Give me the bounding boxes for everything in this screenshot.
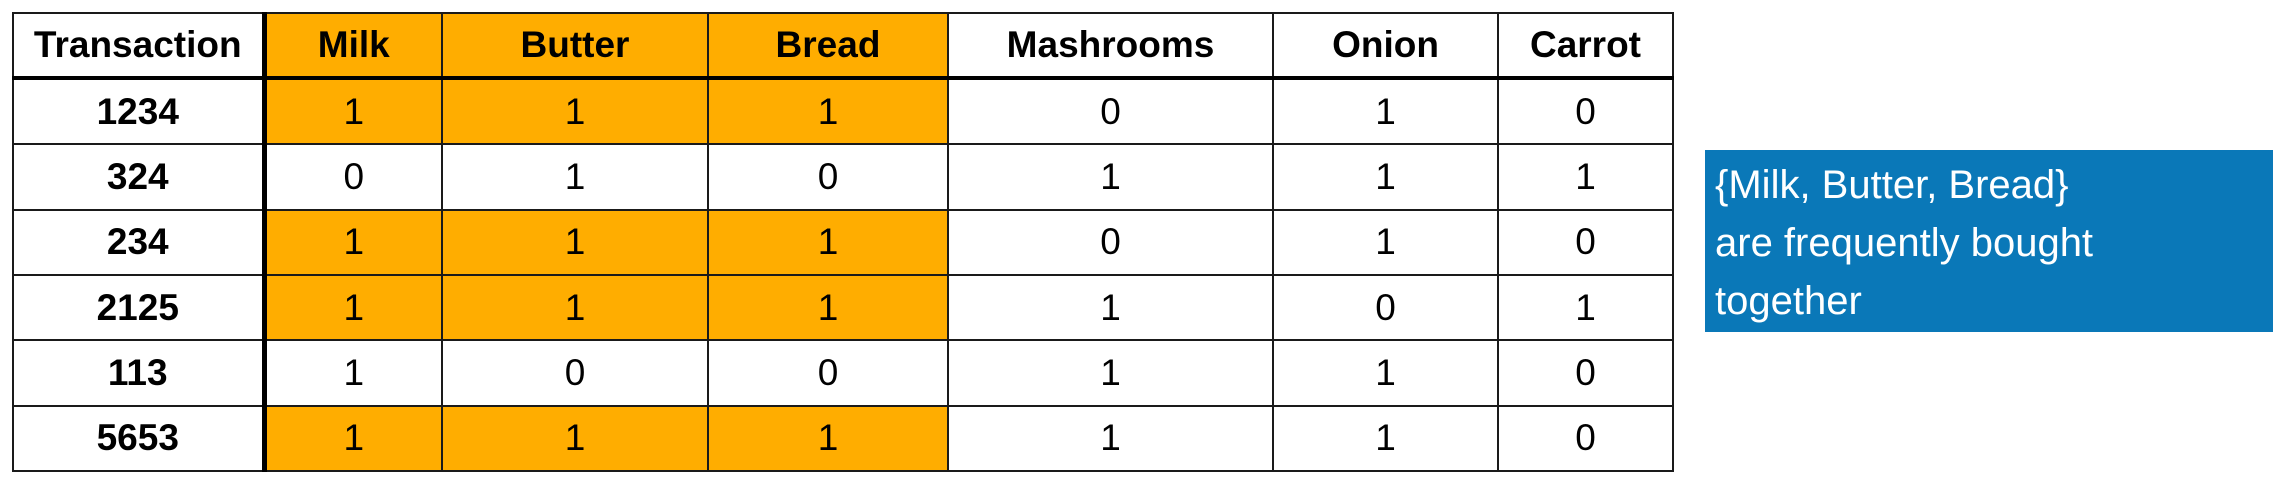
transaction-id-cell: 1234 (12, 76, 267, 146)
transactions-table: Transaction Milk Butter Bread Mashrooms … (12, 12, 1674, 473)
table-row: 1234 1 1 1 0 1 0 (12, 76, 1674, 146)
callout-line: together (1715, 279, 1862, 323)
mashrooms-cell: 1 (947, 404, 1274, 473)
table-row: 5653 1 1 1 1 1 0 (12, 404, 1674, 473)
butter-cell: 1 (441, 273, 709, 342)
callout-line: {Milk, Butter, Bread} (1715, 163, 2069, 207)
onion-cell: 1 (1272, 404, 1499, 473)
bread-cell: 0 (707, 143, 949, 211)
table-header-row: Transaction Milk Butter Bread Mashrooms … (12, 12, 1674, 80)
carrot-cell: 0 (1497, 339, 1674, 407)
onion-cell: 1 (1272, 76, 1499, 146)
butter-cell: 1 (441, 76, 709, 146)
carrot-cell: 0 (1497, 404, 1674, 473)
table-row: 113 1 0 0 1 1 0 (12, 339, 1674, 407)
table-row: 324 0 1 0 1 1 1 (12, 143, 1674, 211)
column-header-bread: Bread (707, 12, 949, 80)
milk-cell: 1 (263, 339, 443, 407)
carrot-cell: 1 (1497, 273, 1674, 342)
column-header-onion: Onion (1272, 12, 1499, 80)
bread-cell: 1 (707, 208, 949, 276)
column-header-mashrooms: Mashrooms (947, 12, 1274, 80)
table-row: 2125 1 1 1 1 0 1 (12, 273, 1674, 342)
transaction-id-cell: 234 (12, 208, 267, 276)
bread-cell: 0 (707, 339, 949, 407)
column-header-carrot: Carrot (1497, 12, 1674, 80)
transaction-id-cell: 324 (12, 143, 267, 211)
butter-cell: 1 (441, 143, 709, 211)
butter-cell: 1 (441, 404, 709, 473)
carrot-cell: 0 (1497, 208, 1674, 276)
column-header-milk: Milk (263, 12, 443, 80)
mashrooms-cell: 1 (947, 339, 1274, 407)
onion-cell: 1 (1272, 339, 1499, 407)
callout-line: are frequently bought (1715, 221, 2094, 265)
table-row: 234 1 1 1 0 1 0 (12, 208, 1674, 276)
mashrooms-cell: 1 (947, 273, 1274, 342)
milk-cell: 1 (263, 76, 443, 146)
mashrooms-cell: 1 (947, 143, 1274, 211)
milk-cell: 1 (263, 273, 443, 342)
carrot-cell: 0 (1497, 76, 1674, 146)
column-header-transaction: Transaction (12, 12, 267, 80)
transaction-id-cell: 2125 (12, 273, 267, 342)
milk-cell: 1 (263, 208, 443, 276)
bread-cell: 1 (707, 404, 949, 473)
bread-cell: 1 (707, 273, 949, 342)
mashrooms-cell: 0 (947, 208, 1274, 276)
onion-cell: 0 (1272, 273, 1499, 342)
transaction-id-cell: 5653 (12, 404, 267, 473)
onion-cell: 1 (1272, 208, 1499, 276)
mashrooms-cell: 0 (947, 76, 1274, 146)
frequent-itemset-callout: {Milk, Butter, Bread} are frequently bou… (1705, 150, 2273, 332)
onion-cell: 1 (1272, 143, 1499, 211)
milk-cell: 0 (263, 143, 443, 211)
bread-cell: 1 (707, 76, 949, 146)
milk-cell: 1 (263, 404, 443, 473)
butter-cell: 0 (441, 339, 709, 407)
column-header-butter: Butter (441, 12, 709, 80)
transaction-id-cell: 113 (12, 339, 267, 407)
carrot-cell: 1 (1497, 143, 1674, 211)
butter-cell: 1 (441, 208, 709, 276)
